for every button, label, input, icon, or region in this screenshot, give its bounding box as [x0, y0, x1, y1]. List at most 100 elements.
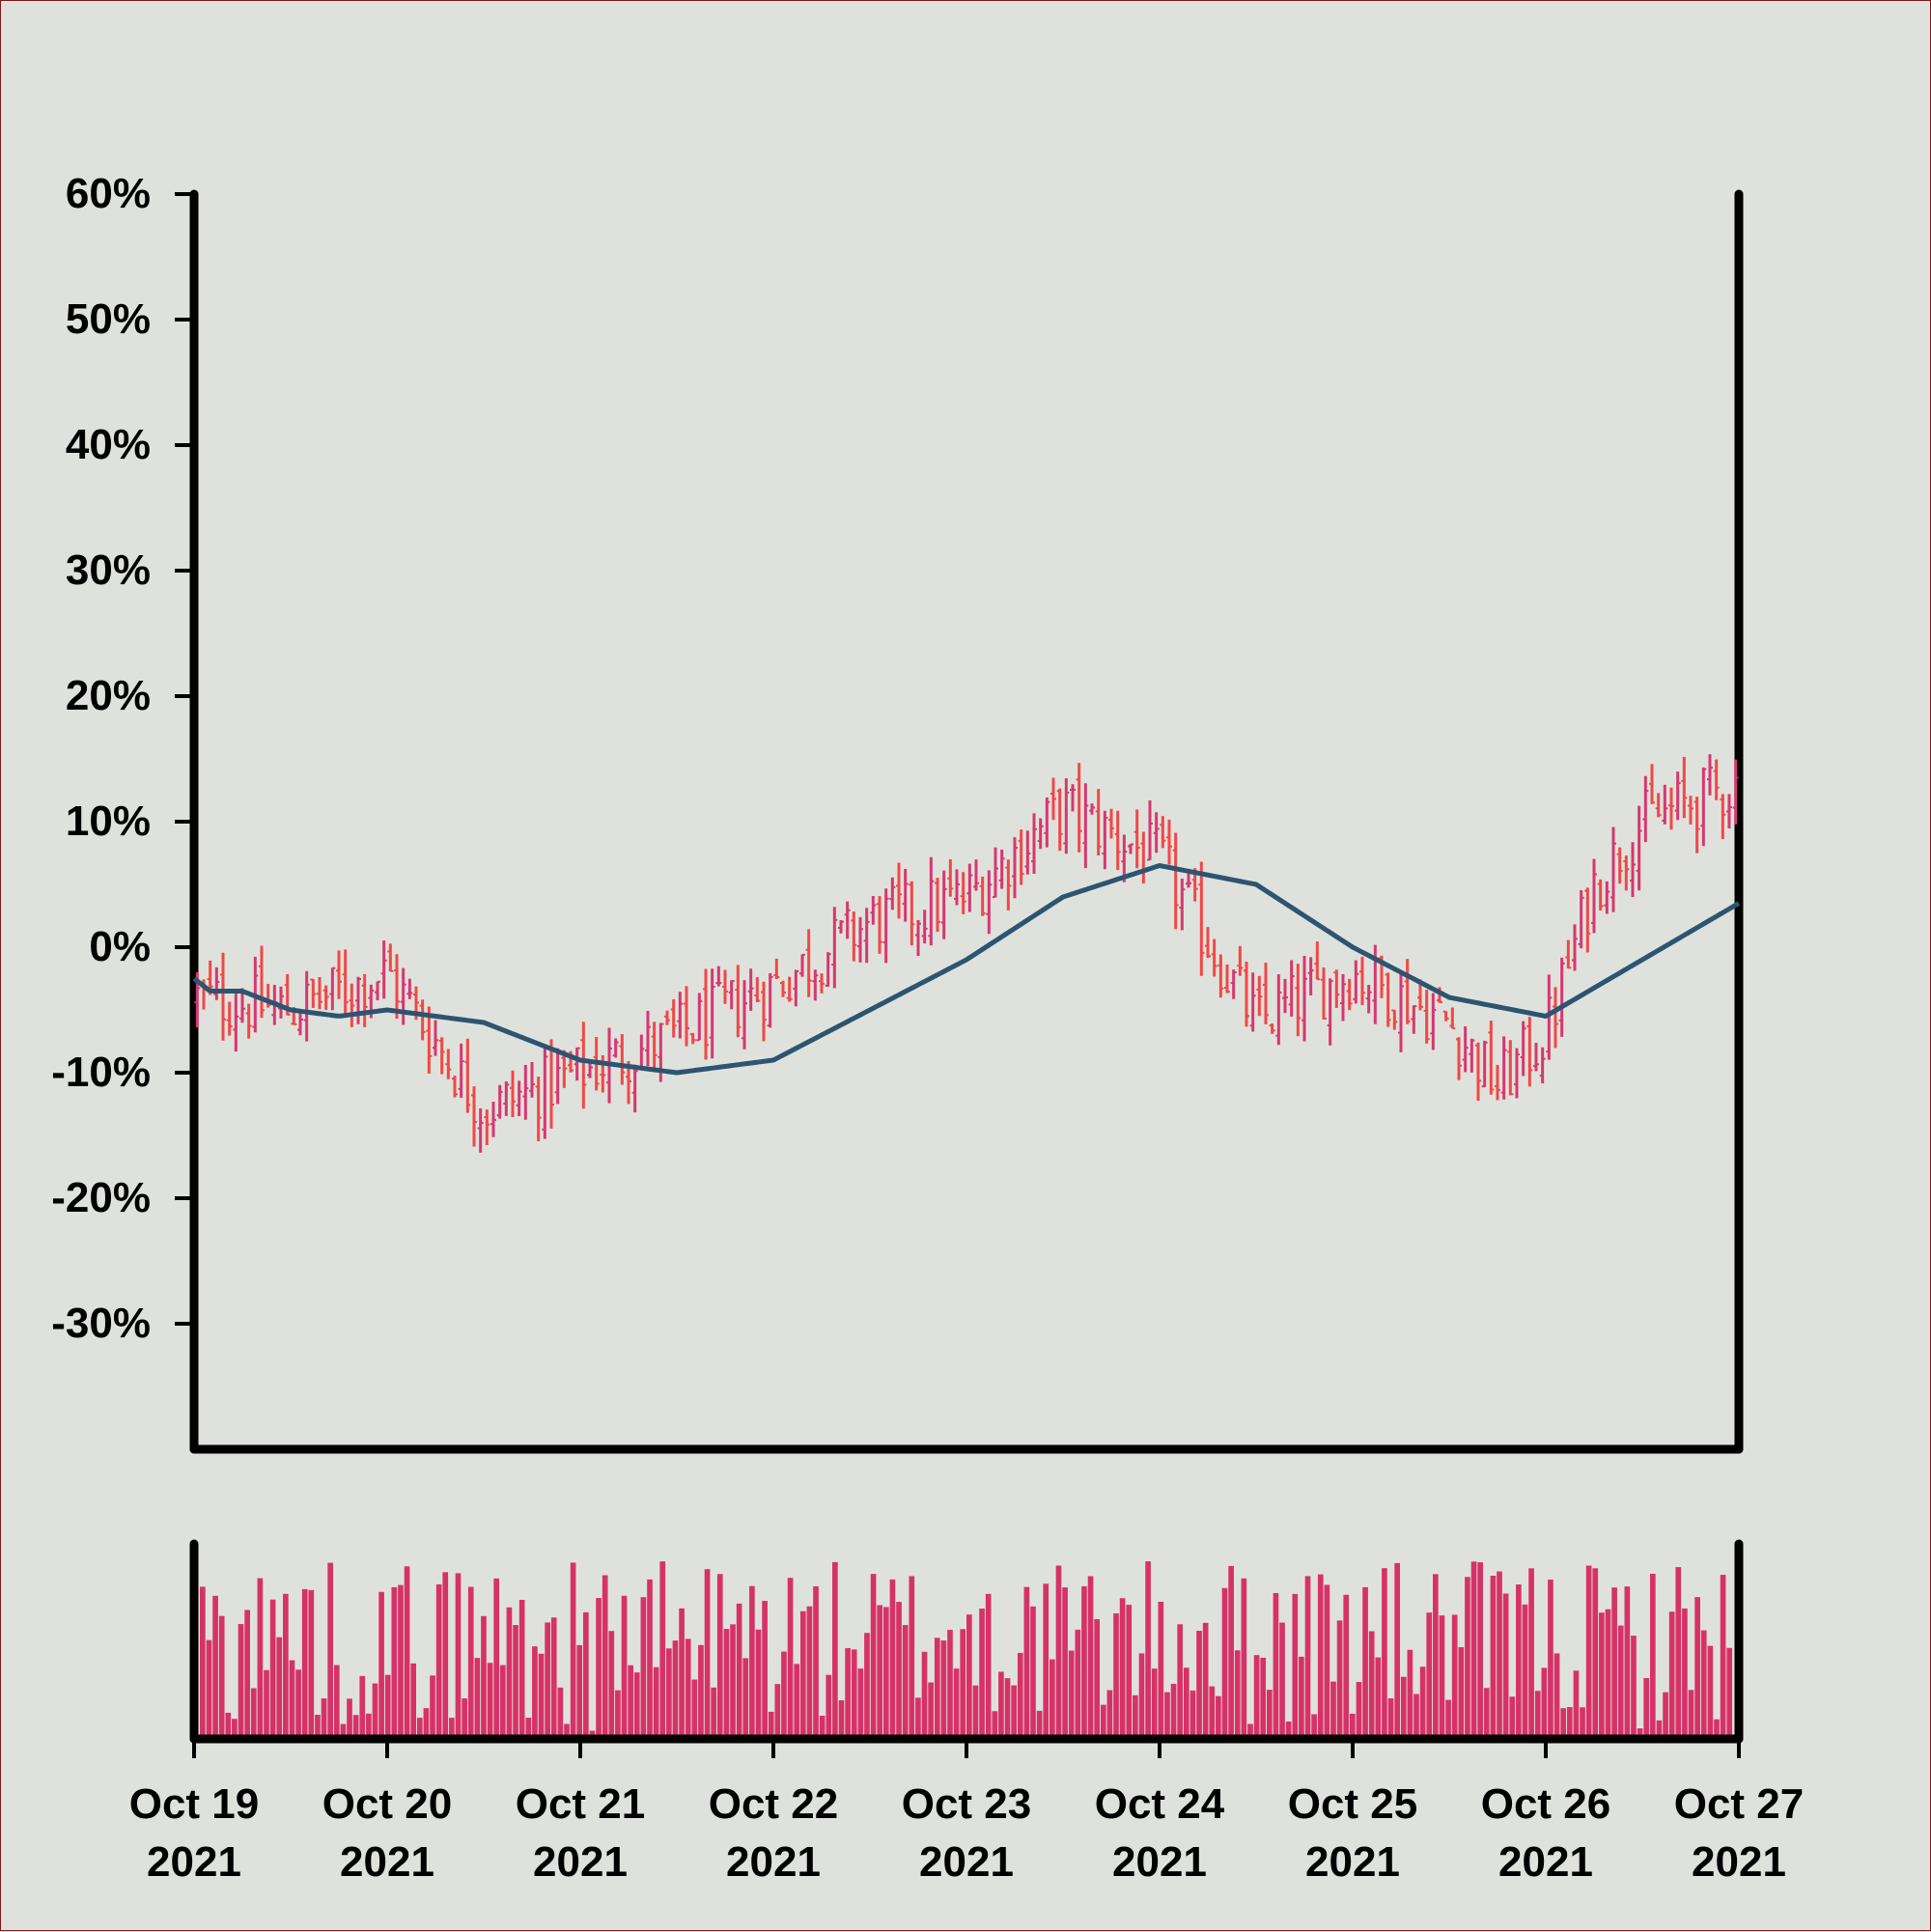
volume-bar [1516, 1584, 1522, 1739]
volume-bar [378, 1591, 384, 1739]
volume-bar [1580, 1707, 1585, 1739]
volume-bar [832, 1561, 838, 1739]
volume-bar [218, 1615, 225, 1739]
volume-bar [359, 1675, 366, 1739]
x-tick-label-year: 2021 [533, 1838, 628, 1886]
volume-bar [467, 1586, 474, 1739]
volume-bar [283, 1593, 289, 1739]
volume-bar [1522, 1604, 1528, 1739]
volume-bar [1145, 1561, 1151, 1739]
volume-bar [953, 1668, 960, 1739]
volume-bar [1700, 1630, 1707, 1739]
y-axis-ticks: 60% 50% 40% 30% 20% 10% 0% -10% -20% -30% [51, 170, 194, 1347]
volume-bar [1688, 1690, 1694, 1739]
volume-bar [1004, 1678, 1011, 1739]
volume-bar [442, 1572, 449, 1739]
volume-bar [1158, 1601, 1164, 1739]
volume-bar [1439, 1615, 1445, 1739]
volume-bar [947, 1630, 953, 1739]
volume-bar [596, 1598, 602, 1739]
volume-bar [889, 1579, 896, 1739]
volume-bar [934, 1638, 940, 1739]
volume-bar [1260, 1657, 1267, 1739]
volume-bar [781, 1651, 787, 1739]
volume-bar [1202, 1622, 1209, 1739]
volume-bar [1209, 1686, 1216, 1739]
volume-bar [940, 1640, 947, 1739]
volume-bar [1714, 1719, 1720, 1739]
volume-bar [1138, 1653, 1145, 1739]
volume-bar [691, 1679, 698, 1739]
volume-bar [1266, 1690, 1273, 1739]
x-tick-label-year: 2021 [340, 1838, 434, 1886]
volume-bar [685, 1638, 691, 1739]
volume-bar [838, 1700, 845, 1739]
x-tick-label-year: 2021 [147, 1838, 241, 1886]
volume-bar [1394, 1562, 1400, 1739]
x-tick-label-year: 2021 [1112, 1838, 1207, 1886]
volume-bar [1087, 1576, 1094, 1739]
volume-bar [1605, 1609, 1611, 1739]
volume-bar [455, 1573, 462, 1739]
volume-bar [1011, 1685, 1017, 1739]
x-tick-label-year: 2021 [1692, 1838, 1786, 1886]
volume-bar [1362, 1586, 1368, 1739]
volume-bar [416, 1718, 423, 1739]
volume-bar [1234, 1650, 1241, 1739]
volume-bar [327, 1562, 333, 1739]
volume-bar [1017, 1652, 1023, 1739]
volume-bar [882, 1607, 889, 1739]
volume-bar [698, 1644, 704, 1739]
volume-bar [1668, 1611, 1675, 1739]
volume-bar [659, 1561, 666, 1739]
volume-bar [1241, 1578, 1247, 1739]
volume-bar [928, 1682, 934, 1739]
x-tick-label-date: Oct 25 [1288, 1780, 1418, 1828]
volume-bar [276, 1637, 283, 1739]
volume-bar [372, 1683, 378, 1739]
volume-bar [257, 1578, 264, 1739]
x-tick-label-year: 2021 [919, 1838, 1014, 1886]
volume-bar [1311, 1714, 1317, 1739]
volume-bar [1292, 1593, 1299, 1739]
y-tick-label: -20% [51, 1174, 151, 1221]
x-tick-label-year: 2021 [1305, 1838, 1400, 1886]
volume-bar [960, 1629, 966, 1739]
ohlc-bars [194, 754, 1739, 1153]
volume-bar [1592, 1568, 1599, 1739]
volume-bar [723, 1629, 730, 1739]
y-tick-label: 60% [66, 170, 151, 217]
volume-bar [1573, 1670, 1580, 1739]
volume-bar [321, 1698, 327, 1739]
volume-bar [608, 1631, 615, 1739]
volume-bar [1228, 1565, 1234, 1739]
volume-bar [602, 1575, 608, 1739]
volume-bar [570, 1562, 576, 1739]
volume-bar [1585, 1565, 1592, 1739]
volume-bar [384, 1674, 391, 1739]
volume-bar [513, 1625, 518, 1739]
volume-bar [992, 1711, 998, 1739]
volume-bar [1445, 1699, 1451, 1739]
volume-bar [1247, 1723, 1253, 1739]
x-axis-ticks: Oct 19 2021 Oct 20 2021 Oct 21 2021 Oct 22 2021… [129, 1739, 1804, 1886]
volume-bar [1330, 1681, 1336, 1739]
y-tick-label: 10% [66, 798, 151, 845]
volume-bar [264, 1669, 269, 1739]
volume-bar [269, 1599, 276, 1739]
volume-bar [499, 1665, 506, 1739]
volume-bar [628, 1665, 633, 1739]
volume-bar [1458, 1647, 1465, 1739]
volume-bar [1553, 1653, 1560, 1739]
volume-bar [909, 1576, 915, 1739]
volume-bar [550, 1617, 557, 1739]
volume-bar [653, 1666, 659, 1739]
volume-bar [711, 1687, 716, 1739]
volume-bar [1100, 1704, 1106, 1739]
volume-bar [506, 1607, 513, 1739]
volume-bar [1477, 1562, 1483, 1739]
volume-bar [315, 1715, 321, 1739]
volume-bar [1656, 1720, 1663, 1739]
volume-bar [295, 1669, 301, 1739]
volume-bar [1126, 1605, 1133, 1739]
